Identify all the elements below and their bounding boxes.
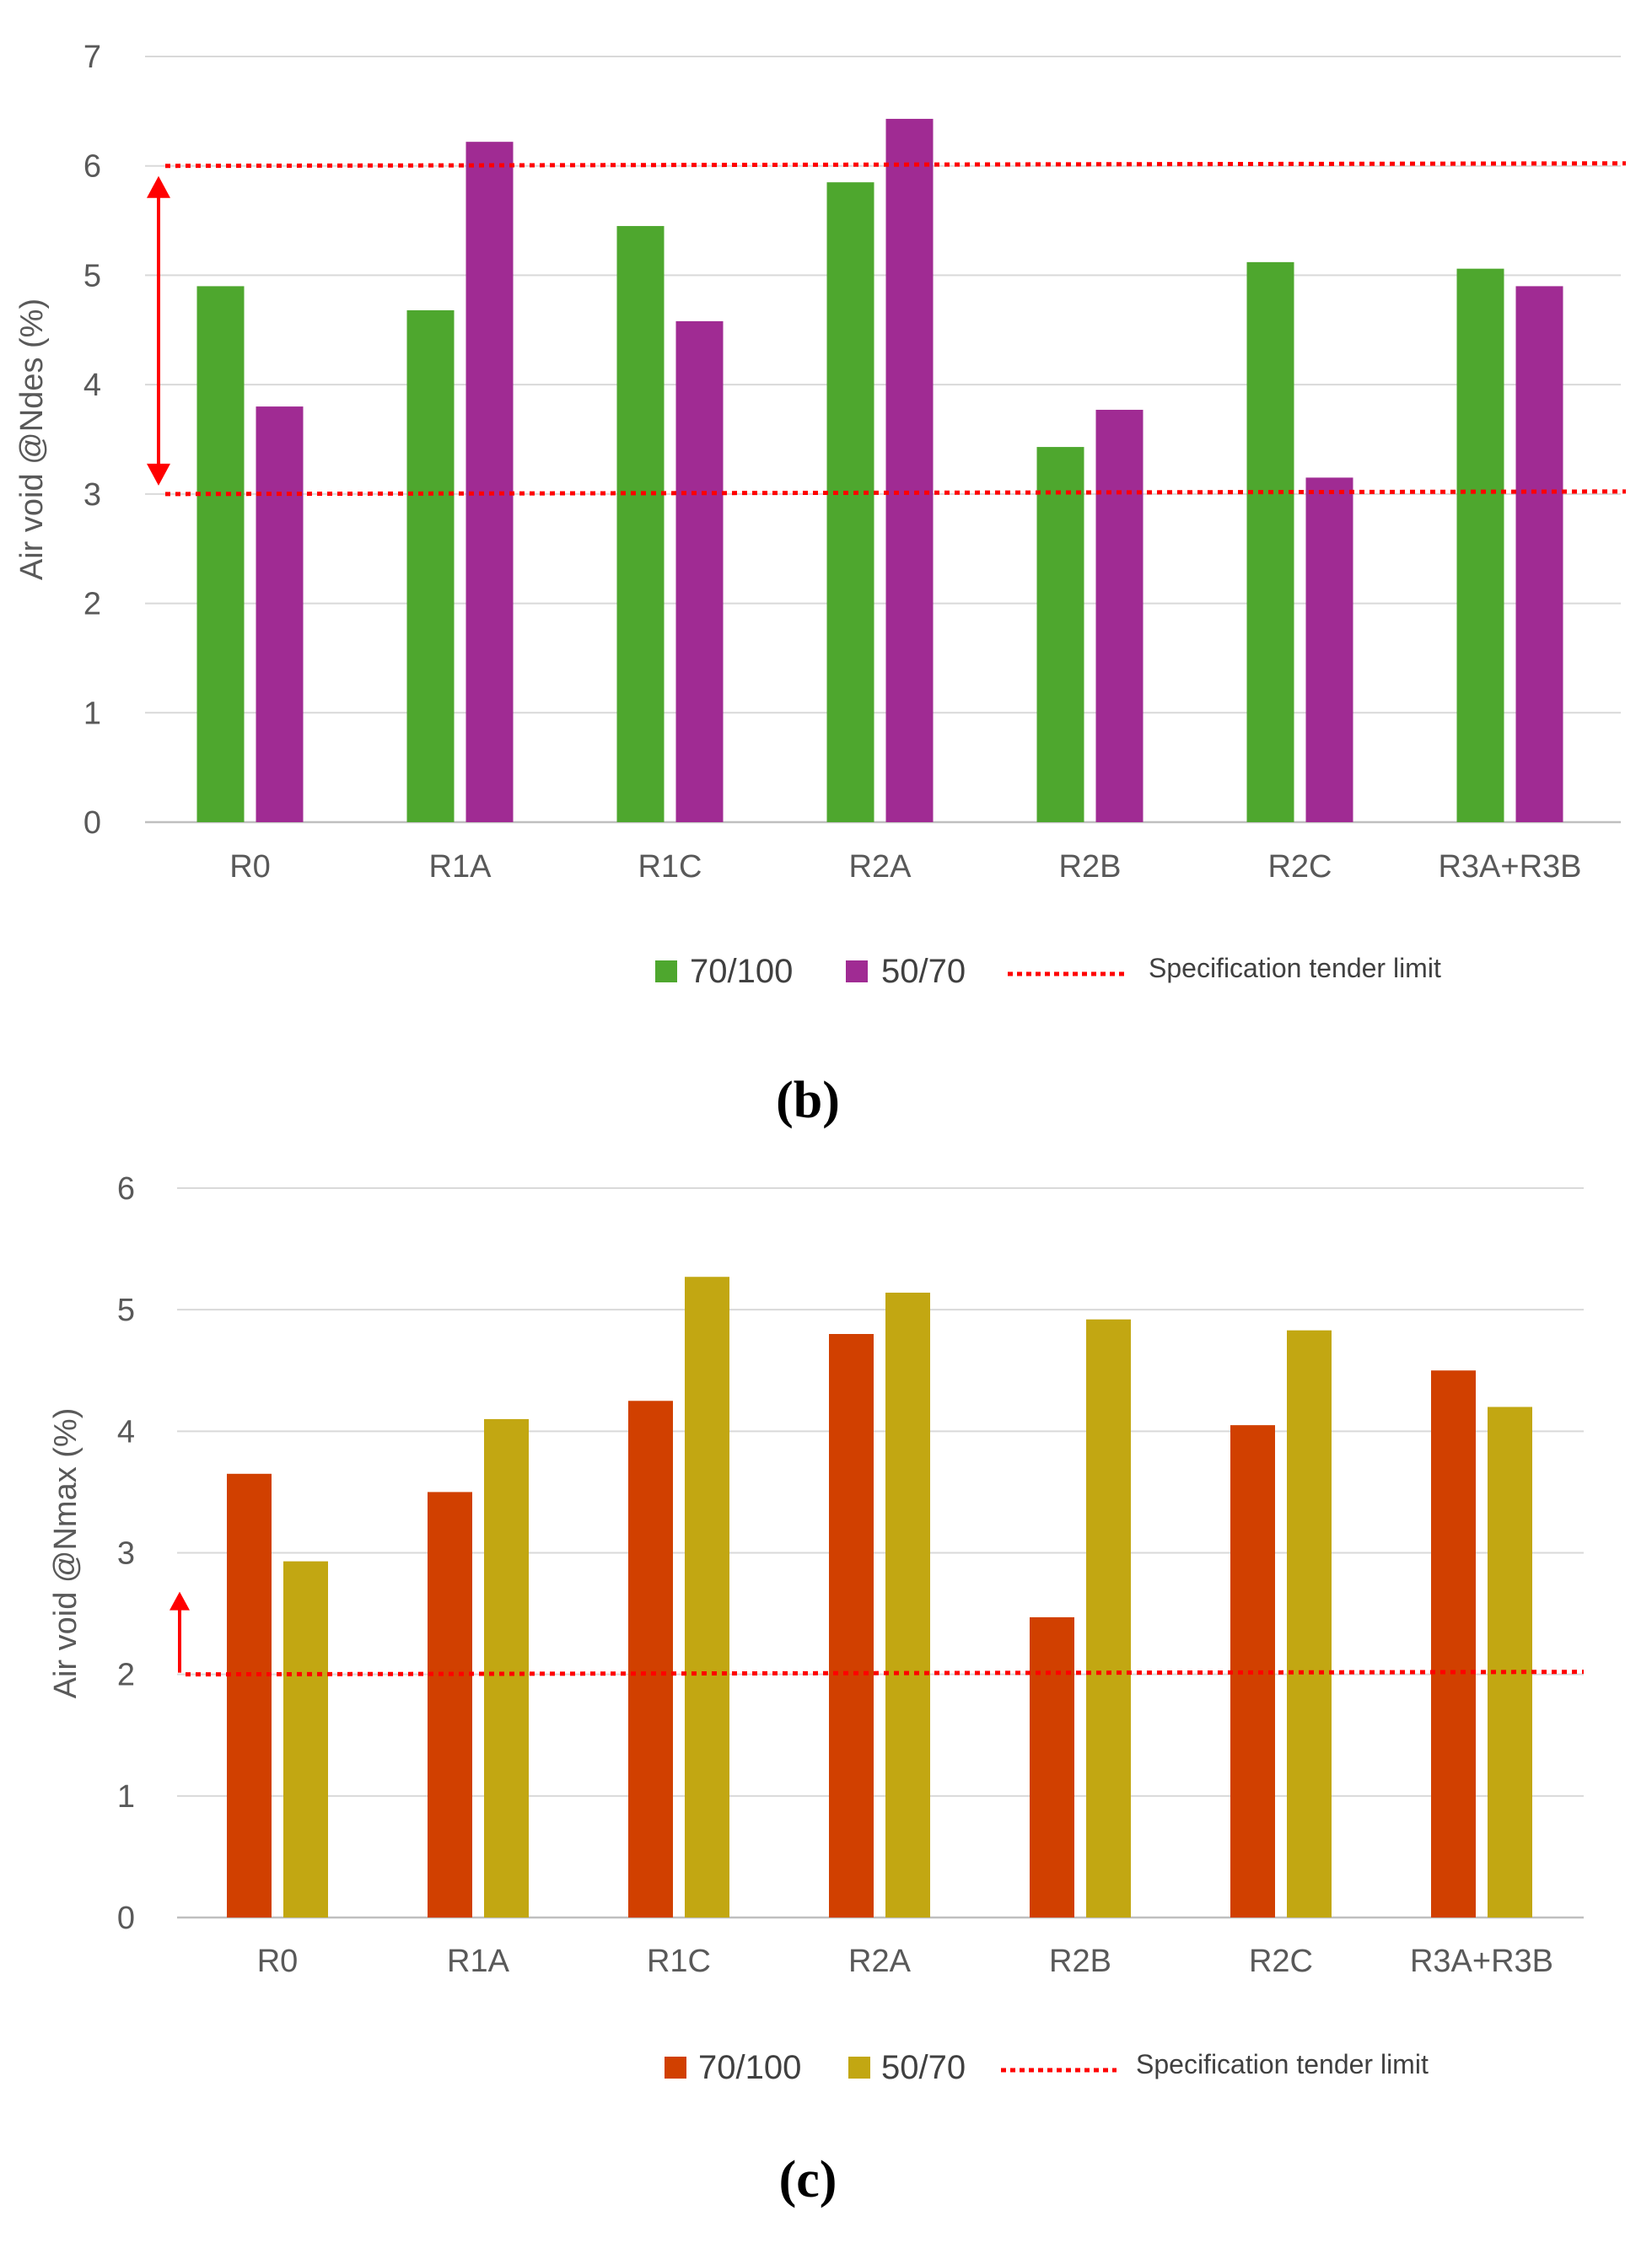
- bar-r2b-70-100: [1036, 447, 1084, 822]
- x-category-label: R3A+R3B: [1410, 1944, 1553, 1979]
- x-category-label: R2A: [849, 849, 912, 885]
- bar-r1c-70-100: [628, 1401, 673, 1918]
- bar-r3a-r3b-70-100: [1456, 268, 1504, 822]
- legend-swatch: [655, 960, 677, 982]
- bar-r2b-70-100: [1030, 1616, 1074, 1918]
- y-tick-label: 6: [117, 1171, 135, 1207]
- y-tick-label: 3: [117, 1536, 135, 1572]
- x-category-label: R1C: [638, 849, 702, 885]
- bar-r2a-50-70: [885, 118, 934, 823]
- bar-r2a-70-100: [829, 1334, 874, 1918]
- bar-r2c-50-70: [1305, 477, 1353, 822]
- panel-caption: (c): [779, 2151, 837, 2208]
- bar-r2a-50-70: [885, 1292, 930, 1918]
- bar-r0-50-70: [283, 1561, 328, 1918]
- legend-label-spec-limit: Specification tender limit: [1136, 2049, 1429, 2079]
- legend-label-spec-limit: Specification tender limit: [1149, 953, 1441, 983]
- y-tick-label: 7: [83, 40, 101, 75]
- bar-r2c-70-100: [1246, 261, 1294, 822]
- legend-label: 50/70: [881, 2049, 966, 2086]
- chart-b-air-void-ndes: 0 1 2 3 4 5 6 7 Air void @Ndes (%) R0 R1A R1C R2A R2B…: [14, 40, 1627, 1129]
- spec-limit-line: [164, 161, 1627, 169]
- legend-label: 70/100: [690, 953, 793, 990]
- bar-r0-70-100: [227, 1473, 272, 1918]
- x-category-label: R1A: [447, 1944, 510, 1979]
- y-axis-title: Air void @Nmax (%): [48, 1408, 83, 1699]
- y-tick-label: 5: [117, 1293, 135, 1328]
- legend-label: 50/70: [881, 953, 966, 990]
- panel-caption: (b): [776, 1072, 840, 1129]
- spec-limit-line: [164, 489, 1627, 497]
- range-arrow-head-down: [147, 463, 170, 486]
- y-tick-label: 5: [83, 258, 101, 293]
- legend-swatch: [846, 960, 868, 982]
- bar-r1c-70-100: [616, 226, 665, 822]
- bar-r3a-r3b-70-100: [1431, 1370, 1476, 1918]
- y-axis-title: Air void @Ndes (%): [14, 299, 50, 580]
- y-tick-label: 2: [117, 1658, 135, 1693]
- bar-r1a-70-100: [406, 309, 455, 822]
- x-category-label: R2B: [1049, 1944, 1111, 1979]
- x-category-label: R1A: [429, 849, 492, 885]
- y-tick-label: 0: [83, 805, 101, 841]
- y-tick-label: 6: [83, 149, 101, 185]
- y-tick-label: 4: [117, 1414, 135, 1450]
- legend-swatch: [848, 2057, 870, 2079]
- y-tick-label: 2: [83, 587, 101, 622]
- bar-r1a-50-70: [484, 1418, 529, 1918]
- range-arrow-head-up: [170, 1591, 190, 1611]
- y-tick-label: 4: [83, 368, 101, 403]
- bar-r3a-r3b-50-70: [1488, 1407, 1532, 1918]
- x-category-label: R0: [229, 849, 271, 885]
- y-tick-label: 3: [83, 477, 101, 513]
- y-tick-label: 1: [83, 696, 101, 731]
- bar-r2c-50-70: [1287, 1330, 1332, 1918]
- legend-label: 70/100: [698, 2049, 801, 2086]
- spec-limit-line: [185, 1670, 1585, 1677]
- x-category-label: R0: [257, 1944, 299, 1979]
- x-category-label: R1C: [647, 1944, 711, 1979]
- bar-r2b-50-70: [1086, 1319, 1131, 1918]
- x-category-label: R2B: [1059, 849, 1122, 885]
- chart-c-air-void-nmax: 0 1 2 3 4 5 6 Air void @Nmax (%) R0 R1A R1C R2A R2B R…: [48, 1171, 1585, 2208]
- x-category-label: R2C: [1249, 1944, 1313, 1979]
- x-category-label: R2C: [1267, 849, 1332, 885]
- y-tick-label: 0: [117, 1901, 135, 1936]
- bar-r1a-70-100: [428, 1492, 472, 1918]
- bar-r0-50-70: [256, 406, 304, 822]
- bar-r1c-50-70: [675, 320, 724, 822]
- bar-r0-70-100: [196, 286, 245, 822]
- x-category-label: R2A: [848, 1944, 912, 1979]
- legend-swatch: [665, 2057, 686, 2079]
- y-tick-label: 1: [117, 1779, 135, 1815]
- bar-r3a-r3b-50-70: [1515, 286, 1563, 822]
- bar-r1a-50-70: [465, 142, 514, 823]
- bar-r2a-70-100: [826, 182, 874, 822]
- x-category-label: R3A+R3B: [1438, 849, 1581, 885]
- range-arrow-head-up: [147, 175, 170, 198]
- bar-r2b-50-70: [1095, 409, 1143, 822]
- bar-r1c-50-70: [685, 1277, 729, 1918]
